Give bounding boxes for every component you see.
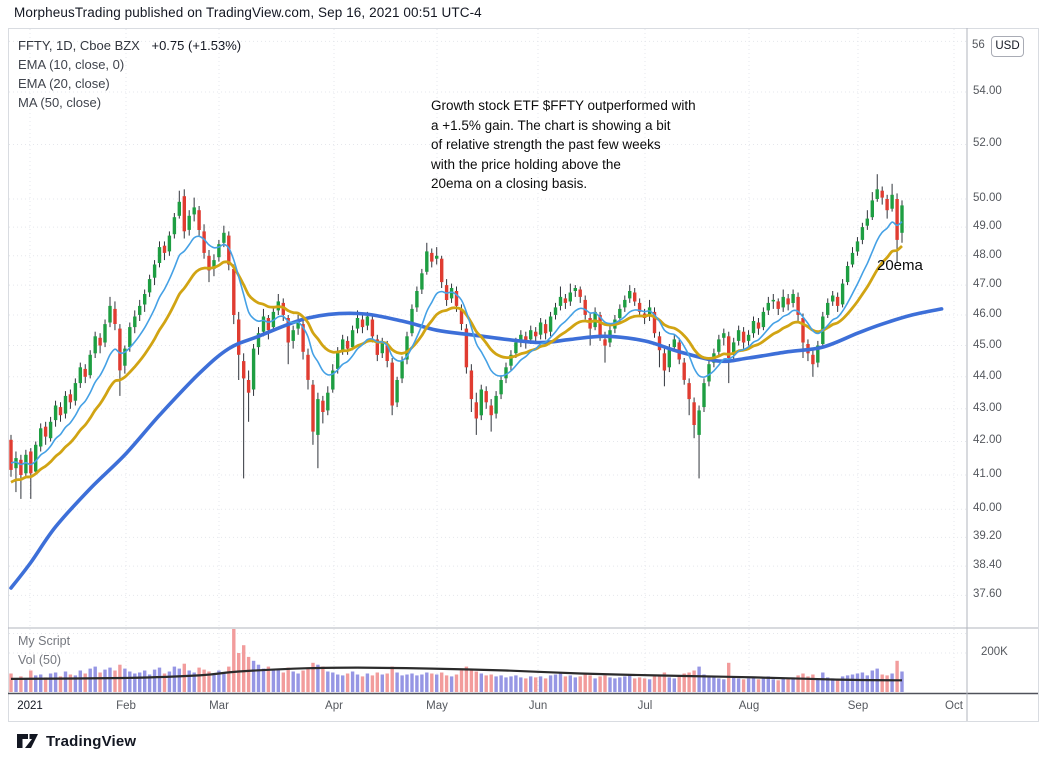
- time-axis-label: Feb: [116, 700, 136, 712]
- time-axis-label: Jul: [637, 700, 653, 712]
- legend-ema10[interactable]: EMA (10, close, 0): [18, 57, 125, 72]
- symbol-title: FFTY, 1D, Cboe BZX: [18, 38, 140, 53]
- price-axis-label: 49.00: [973, 220, 1002, 232]
- chart-legend: FFTY, 1D, Cboe BZX +0.75 (+1.53%) EMA (1…: [18, 36, 241, 112]
- time-axis-label: Oct: [945, 700, 963, 712]
- price-axis-label: 50.00: [973, 192, 1002, 204]
- price-axis-label: 41.00: [973, 468, 1002, 480]
- symbol-change: +0.75 (+1.53%): [151, 38, 242, 53]
- price-axis-label: 40.00: [973, 502, 1002, 514]
- tradingview-logo-icon: [17, 734, 38, 748]
- legend-ema20[interactable]: EMA (20, close): [18, 76, 110, 91]
- ema20-pointer-label: 20ema: [877, 257, 923, 274]
- time-axis-label: Sep: [847, 700, 869, 712]
- volume-axis-label: 200K: [981, 646, 1008, 658]
- time-axis-label: May: [426, 700, 448, 712]
- price-axis-label: 48.00: [973, 249, 1002, 261]
- price-axis-label: 47.00: [973, 278, 1002, 290]
- time-axis-label: 2021: [17, 700, 43, 712]
- price-axis-top-label: 56: [972, 39, 985, 51]
- legend-symbol-row[interactable]: FFTY, 1D, Cboe BZX +0.75 (+1.53%): [18, 36, 241, 55]
- volume-indicator-label[interactable]: Vol (50): [18, 653, 62, 667]
- tradingview-footer: TradingView: [16, 730, 136, 752]
- price-axis-label: 43.00: [973, 402, 1002, 414]
- time-axis-label: Apr: [325, 700, 343, 712]
- price-axis-label: 37.60: [973, 588, 1002, 600]
- price-axis-label: 38.40: [973, 559, 1002, 571]
- published-header: MorpheusTrading published on TradingView…: [14, 5, 482, 20]
- price-axis-label: 39.20: [973, 530, 1002, 542]
- currency-toggle-button[interactable]: USD: [991, 36, 1024, 57]
- price-axis-label: 42.00: [973, 434, 1002, 446]
- chart-annotation-text: Growth stock ETF $FFTY outperformed with…: [431, 98, 696, 192]
- price-axis-label: 45.00: [973, 339, 1002, 351]
- legend-ma50[interactable]: MA (50, close): [18, 95, 102, 110]
- price-axis-label: 44.00: [973, 370, 1002, 382]
- price-axis-label: 54.00: [973, 85, 1002, 97]
- time-axis-label: Mar: [209, 700, 229, 712]
- volume-pane-title[interactable]: My Script: [18, 634, 71, 648]
- time-axis-label: Aug: [738, 700, 760, 712]
- tradingview-brand-text: TradingView: [46, 732, 137, 750]
- time-axis-label: Jun: [528, 700, 548, 712]
- price-axis-label: 52.00: [973, 137, 1002, 149]
- price-axis-label: 46.00: [973, 308, 1002, 320]
